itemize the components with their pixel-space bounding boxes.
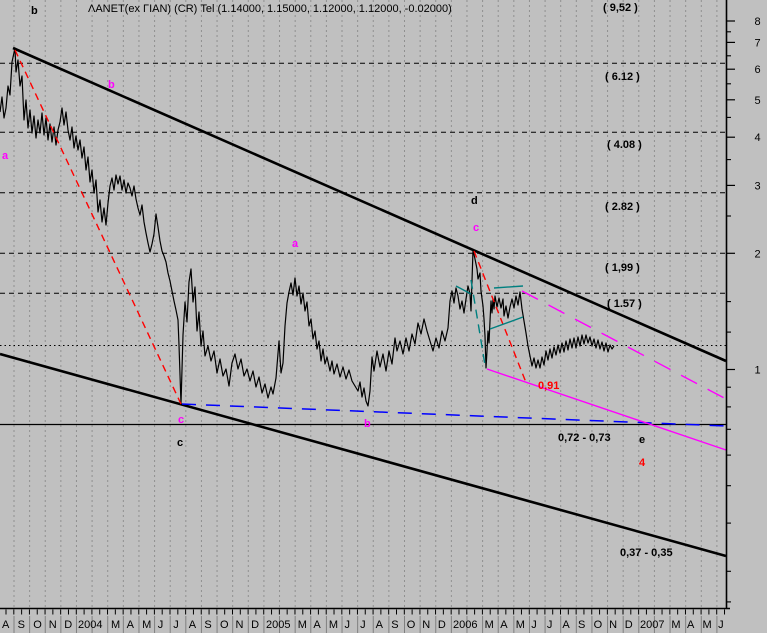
x-axis-month-label: M bbox=[485, 619, 494, 631]
y-axis-tick-label: 3 bbox=[754, 180, 760, 192]
x-axis-month-label: O bbox=[220, 619, 229, 631]
x-axis-month-label: A bbox=[2, 619, 10, 631]
x-axis-month-label: J bbox=[531, 619, 537, 631]
y-axis-tick-label: 6 bbox=[754, 64, 760, 76]
annotation-label: a bbox=[2, 150, 9, 162]
teal-pole-dashed bbox=[470, 279, 486, 366]
x-axis-month-label: N bbox=[609, 619, 617, 631]
x-axis-month-label: D bbox=[251, 619, 259, 631]
chart-title: ΛΑΝΕΤ(ex ΓΙΑΝ) (CR) Tel (1.14000, 1.1500… bbox=[88, 3, 452, 15]
x-axis-month-label: M bbox=[703, 619, 712, 631]
x-axis-month-label: S bbox=[204, 619, 211, 631]
x-axis-month-label: M bbox=[516, 619, 525, 631]
teal-flag-left bbox=[455, 285, 472, 295]
x-axis-month-label: O bbox=[407, 619, 416, 631]
x-axis-month-label: M bbox=[298, 619, 307, 631]
teal-flag-top bbox=[493, 285, 524, 289]
x-axis-month-label: A bbox=[687, 619, 695, 631]
annotation-label: e bbox=[639, 434, 645, 446]
x-axis-month-label: 2007 bbox=[640, 619, 664, 631]
annotation-label: b bbox=[31, 5, 38, 17]
x-axis-month-label: A bbox=[313, 619, 321, 631]
y-axis-tick-label: 7 bbox=[754, 37, 760, 49]
y-axis-tick-label: 2 bbox=[754, 248, 760, 260]
annotation-label: 0,37 - 0,35 bbox=[620, 547, 673, 559]
fib-level-label: ( 9,52 ) bbox=[603, 2, 638, 14]
x-axis-month-label: J bbox=[173, 619, 179, 631]
y-axis-tick-label: 5 bbox=[754, 95, 760, 107]
blue-base-line bbox=[181, 403, 727, 427]
annotation-label: 4 bbox=[639, 457, 646, 469]
x-axis-month-label: J bbox=[547, 619, 553, 631]
annotation-label: 0,72 - 0,73 bbox=[558, 432, 611, 444]
fib-level-label: ( 1.57 ) bbox=[607, 298, 642, 310]
x-axis-month-label: 2005 bbox=[266, 619, 290, 631]
x-axis-month-label: 2006 bbox=[453, 619, 477, 631]
annotation-label: c bbox=[177, 437, 183, 449]
fib-level-label: ( 2.82 ) bbox=[605, 201, 640, 213]
annotation-label: a bbox=[292, 238, 299, 250]
x-axis-month-label: O bbox=[33, 619, 42, 631]
fib-level-label: ( 4.08 ) bbox=[607, 139, 642, 151]
teal-flag-bottom bbox=[489, 316, 524, 330]
x-axis-month-label: A bbox=[189, 619, 197, 631]
lower-channel-trendline bbox=[0, 352, 727, 558]
fib-level-label: ( 1,99 ) bbox=[605, 262, 640, 274]
x-axis-month-label: J bbox=[360, 619, 366, 631]
x-axis-month-label: S bbox=[18, 619, 25, 631]
annotation-label: b bbox=[108, 79, 115, 91]
y-axis-tick-label: 1 bbox=[754, 365, 760, 377]
red-decline-line-2 bbox=[473, 250, 528, 386]
x-axis-month-label: 2004 bbox=[78, 619, 102, 631]
annotation-label: b bbox=[364, 418, 371, 430]
annotation-label: d bbox=[471, 195, 478, 207]
x-axis-month-label: M bbox=[142, 619, 151, 631]
x-axis-month-label: S bbox=[578, 619, 585, 631]
x-axis-month-label: A bbox=[376, 619, 384, 631]
x-axis-month-label: J bbox=[158, 619, 164, 631]
x-axis-month-label: A bbox=[127, 619, 135, 631]
x-axis-month-label: N bbox=[49, 619, 57, 631]
y-axis-tick-label: 4 bbox=[754, 132, 760, 144]
annotation-label: c bbox=[473, 222, 479, 234]
x-axis-month-label: D bbox=[625, 619, 633, 631]
x-axis-month-label: J bbox=[718, 619, 724, 631]
x-axis-month-label: N bbox=[422, 619, 430, 631]
x-axis-month-label: J bbox=[345, 619, 351, 631]
x-axis-month-label: N bbox=[236, 619, 244, 631]
y-axis-tick-label: 8 bbox=[754, 16, 760, 28]
annotation-label: 0,91 bbox=[538, 380, 559, 392]
x-axis-month-label: A bbox=[500, 619, 508, 631]
x-axis-month-label: O bbox=[594, 619, 603, 631]
x-axis-month-label: M bbox=[671, 619, 680, 631]
x-axis-month-label: D bbox=[438, 619, 446, 631]
upper-channel-trendline bbox=[12, 46, 727, 363]
x-axis-month-label: D bbox=[64, 619, 72, 631]
magenta-projection-dashed bbox=[521, 290, 727, 400]
x-axis-month-label: S bbox=[391, 619, 398, 631]
price-line bbox=[0, 47, 615, 407]
red-decline-line-1 bbox=[14, 49, 182, 405]
x-axis-month-label: M bbox=[329, 619, 338, 631]
x-axis-month-label: A bbox=[562, 619, 570, 631]
fib-level-label: ( 6.12 ) bbox=[605, 71, 640, 83]
x-axis-month-label: M bbox=[111, 619, 120, 631]
annotation-label: c bbox=[178, 414, 184, 426]
magenta-projection-solid bbox=[486, 368, 727, 451]
